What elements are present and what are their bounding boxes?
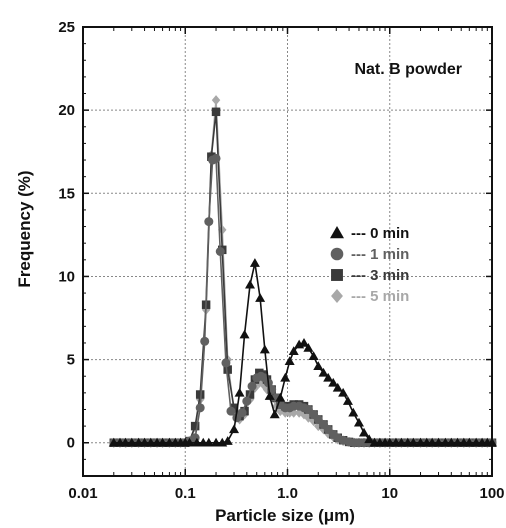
data-point — [255, 293, 266, 302]
data-point — [200, 336, 210, 346]
data-point — [242, 396, 252, 406]
data-point — [145, 437, 156, 447]
data-point — [298, 337, 309, 347]
series-3 — [109, 107, 497, 447]
data-point — [190, 421, 200, 431]
y-axis-label: Frequency (%) — [15, 170, 34, 287]
data-point — [427, 437, 438, 447]
data-series — [108, 95, 497, 448]
y-tick-label: 5 — [67, 352, 75, 369]
x-tick-label: 100 — [479, 485, 504, 502]
data-point — [229, 424, 240, 434]
data-point — [364, 434, 375, 444]
data-point — [126, 437, 137, 447]
data-point — [223, 365, 232, 374]
data-point — [215, 247, 225, 256]
series-1 — [108, 258, 497, 447]
x-axis-label: Particle size (μm) — [215, 506, 355, 525]
series-4 — [109, 95, 497, 448]
data-point — [323, 372, 334, 382]
y-tick-label: 25 — [58, 19, 75, 36]
legend-label: --- 1 min — [351, 246, 409, 263]
data-point — [359, 427, 370, 437]
data-point — [313, 361, 324, 370]
data-point — [249, 258, 260, 267]
series-line — [113, 111, 492, 444]
data-point — [229, 403, 239, 413]
data-point — [211, 95, 221, 106]
data-point — [338, 387, 349, 397]
data-point — [245, 390, 255, 399]
data-point — [342, 396, 353, 405]
series-line — [113, 100, 492, 444]
data-point — [211, 153, 221, 163]
data-point — [245, 279, 256, 289]
y-tick-label: 10 — [58, 268, 75, 285]
data-point — [275, 392, 286, 402]
x-tick-label: 0.01 — [68, 485, 97, 502]
data-point — [284, 356, 295, 366]
x-tick-label: 1.0 — [277, 485, 298, 502]
data-point — [452, 437, 463, 447]
chart-annotation: Nat. B powder — [354, 61, 462, 78]
data-point — [308, 351, 319, 361]
legend: --- 0 min --- 1 min --- 3 min --- 5 min — [330, 225, 409, 305]
legend-marker — [331, 269, 343, 281]
data-point — [433, 437, 444, 447]
axis-ticks: 0 5 10 15 20 25 0.01 0.1 1.0 10 100 — [58, 19, 504, 502]
data-point — [234, 387, 245, 397]
data-point — [247, 381, 257, 391]
data-point — [221, 358, 231, 368]
data-point — [222, 436, 233, 445]
data-point — [264, 391, 275, 400]
data-point — [184, 437, 195, 447]
legend-marker — [331, 289, 343, 303]
y-tick-label: 15 — [58, 185, 75, 202]
data-point — [203, 437, 214, 447]
data-point — [332, 382, 343, 392]
data-point — [396, 437, 407, 447]
data-point — [237, 408, 247, 418]
series-line — [113, 157, 492, 444]
data-point — [191, 437, 202, 447]
x-tick-label: 0.1 — [175, 485, 196, 502]
legend-label: --- 0 min — [351, 225, 409, 242]
data-point — [303, 342, 314, 352]
data-point — [120, 437, 131, 447]
legend-marker — [330, 247, 344, 261]
data-point — [226, 406, 236, 416]
data-point — [348, 407, 359, 417]
legend-marker — [330, 226, 344, 239]
data-point — [328, 377, 339, 387]
y-tick-label: 20 — [58, 102, 75, 119]
data-point — [211, 107, 221, 117]
data-point — [353, 417, 364, 427]
legend-label: --- 5 min — [351, 288, 409, 305]
data-point — [464, 437, 475, 447]
data-point — [195, 403, 205, 413]
y-tick-label: 0 — [67, 435, 75, 452]
data-point — [239, 329, 250, 339]
data-point — [195, 390, 205, 399]
data-point — [259, 344, 270, 354]
data-point — [408, 437, 419, 447]
legend-label: --- 3 min — [351, 267, 409, 284]
data-point — [269, 409, 280, 419]
data-point — [288, 346, 299, 356]
x-tick-label: 10 — [381, 485, 398, 502]
data-point — [318, 367, 329, 377]
data-point — [157, 437, 168, 447]
data-point — [204, 217, 214, 227]
data-point — [280, 372, 291, 382]
